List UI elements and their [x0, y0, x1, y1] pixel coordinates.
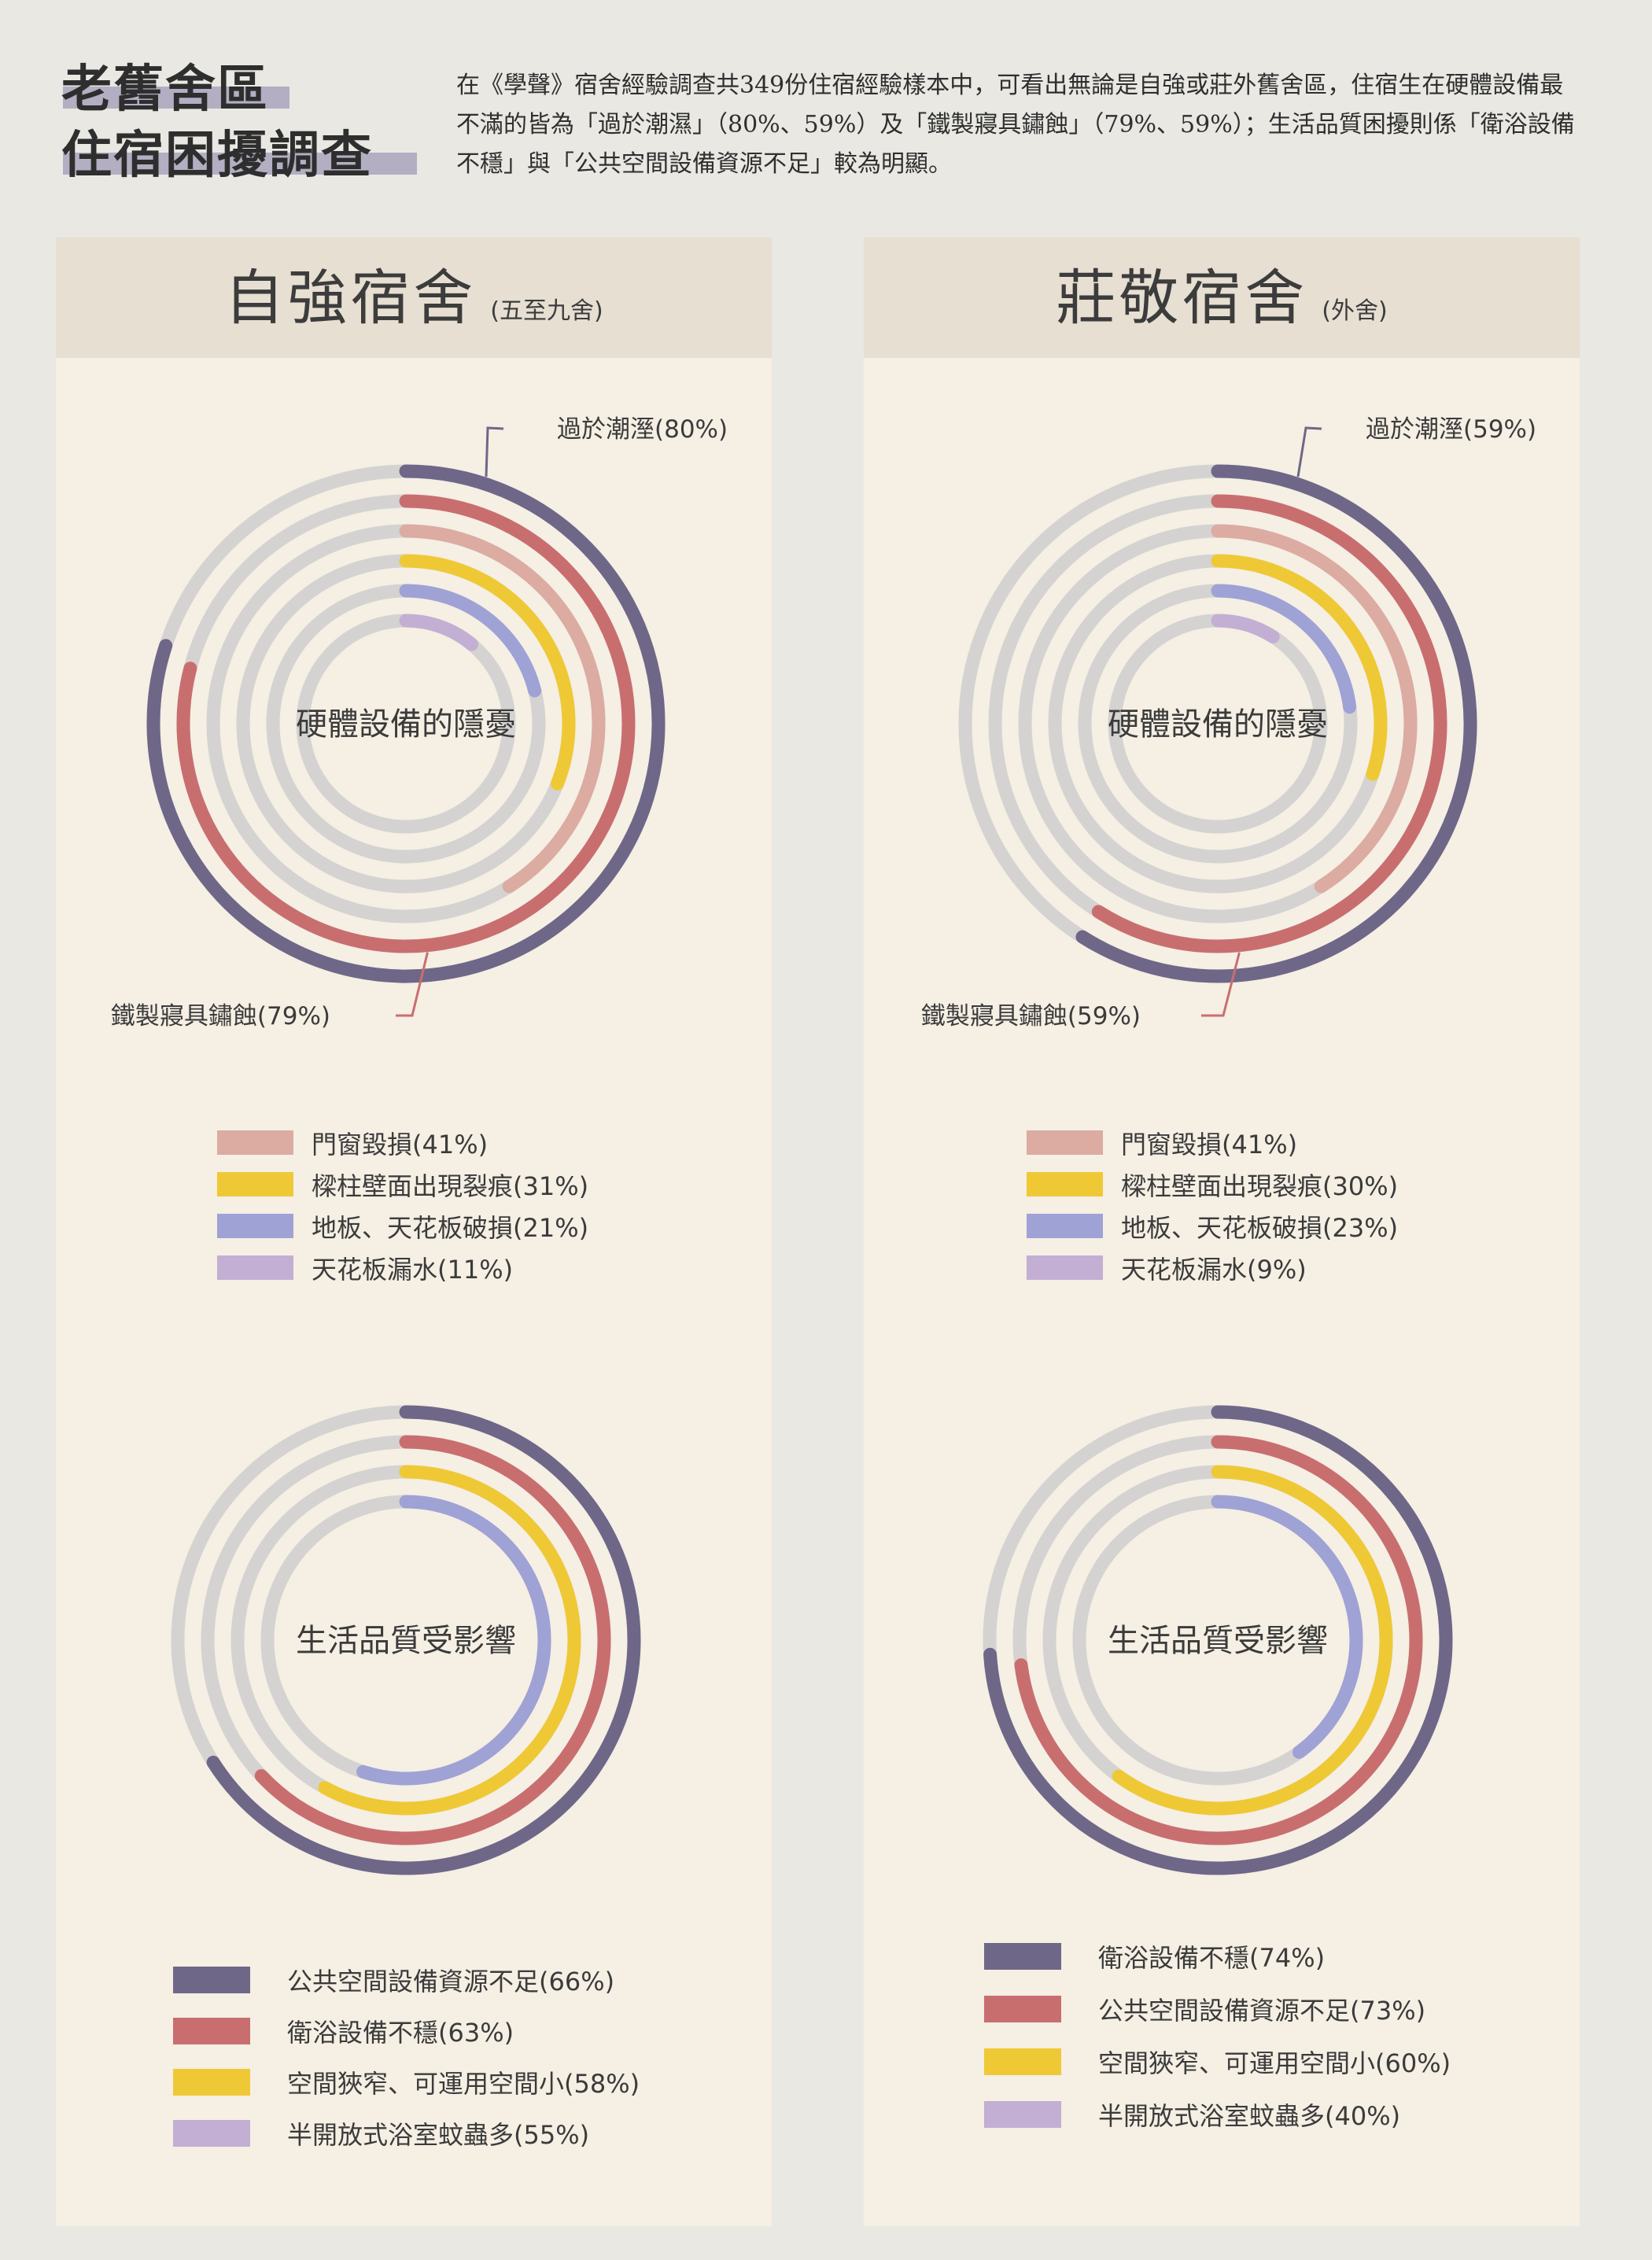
callout-label: 過於潮溼(80%) [557, 415, 728, 444]
legend-swatch [1027, 1255, 1103, 1280]
chart-center-title: 生活品質受影響 [296, 1623, 516, 1659]
legend-item: 半開放式浴室蚊蟲多(55%) [173, 2120, 589, 2150]
legend-swatch [217, 1130, 293, 1155]
chart-center-title: 硬體設備的隱憂 [296, 706, 516, 743]
legend-swatch [173, 2120, 250, 2147]
legend-item: 地板、天花板破損(23%) [1027, 1213, 1398, 1243]
intro-paragraph: 在《學聲》宿舍經驗調查共349份住宿經驗樣本中，可看出無論是自強或莊外舊舍區，住… [456, 72, 1575, 178]
legend-swatch [173, 2018, 250, 2044]
page-title: 老舊舍區 住宿困擾調查 [61, 49, 417, 185]
legend-item: 衛浴設備不穩(63%) [173, 2018, 514, 2048]
legend-swatch [173, 1967, 250, 1993]
ring-bar-2 [1091, 494, 1447, 953]
radial-chart: 生活品質受影響 [983, 1405, 1453, 1875]
legend-label: 半開放式浴室蚊蟲多(55%) [287, 2120, 590, 2150]
legend-swatch [1027, 1214, 1103, 1238]
ring-bar-4 [1211, 1495, 1363, 1759]
callout-label: 鐵製寢具鏽蝕(79%) [111, 1002, 330, 1030]
ring-bar-2 [1014, 1435, 1423, 1845]
ring-bar-4 [356, 1495, 551, 1786]
legend-item: 公共空間設備資源不足(66%) [173, 1967, 614, 1996]
panel-header: 莊敬宿舍 (外舍) [864, 238, 1580, 358]
chart-center-title: 生活品質受影響 [1108, 1623, 1328, 1659]
ring-bar-3 [399, 524, 606, 894]
legend-label: 空間狹窄、可運用空間小(60%) [1098, 2048, 1451, 2078]
panel-subtitle: (五至九舍) [490, 297, 603, 325]
legend-item: 公共空間設備資源不足(73%) [984, 1996, 1425, 2026]
ring-bar-5 [399, 584, 542, 698]
ring-bar-6 [1211, 614, 1280, 643]
ring-bar-6 [399, 614, 479, 651]
ring-bar-4 [399, 554, 576, 791]
callout-line [1201, 952, 1241, 1017]
callout-label: 過於潮溼(59%) [1366, 415, 1536, 444]
ring-bar-3 [1112, 1465, 1393, 1816]
legend-label: 公共空間設備資源不足(73%) [1098, 1996, 1426, 2026]
legend-swatch [984, 2101, 1061, 2128]
legend-label: 公共空間設備資源不足(66%) [287, 1967, 615, 1996]
ring-bar-3 [318, 1465, 581, 1816]
radial-chart: 生活品質受影響 [171, 1405, 641, 1875]
legend-item: 空間狹窄、可運用空間小(60%) [984, 2048, 1451, 2078]
legend-label: 地板、天花板破損(23%) [1121, 1212, 1399, 1243]
legend-swatch [217, 1172, 293, 1196]
ring-bar-5 [1211, 584, 1357, 714]
legend-label: 天花板漏水(11%) [312, 1254, 514, 1285]
legend-item: 天花板漏水(11%) [217, 1255, 513, 1285]
callout-line [1296, 426, 1322, 477]
ring-bar-1 [983, 1405, 1453, 1875]
panel-header: 自強宿舍 (五至九舍) [56, 238, 772, 358]
panel-zhuangjing: 莊敬宿舍 (外舍) [864, 238, 1580, 2226]
legend-item: 天花板漏水(9%) [1027, 1255, 1307, 1285]
legend-item: 衛浴設備不穩(74%) [984, 1943, 1325, 1973]
legend-label: 衛浴設備不穩(63%) [287, 2018, 514, 2048]
legend-item: 半開放式浴室蚊蟲多(40%) [984, 2101, 1400, 2131]
legend-item: 門窗毀損(41%) [217, 1130, 488, 1159]
legend-swatch [217, 1214, 293, 1238]
legend-swatch [217, 1255, 293, 1280]
legend-label: 門窗毀損(41%) [1121, 1129, 1298, 1159]
radial-chart: 硬體設備的隱憂 過於潮溼(80%) 鐵製寢具鏽蝕(79%) [111, 415, 728, 1030]
legend-item: 樑柱壁面出現裂痕(30%) [1027, 1171, 1398, 1201]
legend-label: 門窗毀損(41%) [312, 1129, 489, 1159]
legend-label: 地板、天花板破損(21%) [312, 1212, 589, 1243]
ring-bar-1 [146, 464, 666, 983]
callout-line [485, 426, 504, 477]
title-highlight [63, 153, 417, 175]
title-line-2: 住宿困擾調查 [61, 127, 373, 185]
ring-bar-2 [254, 1435, 611, 1845]
ring-bar-3 [1211, 524, 1418, 894]
panel-zihqiang: 自強宿舍 (五至九舍) [56, 238, 772, 2226]
legend-label: 天花板漏水(9%) [1121, 1254, 1307, 1285]
legend-label: 樑柱壁面出現裂痕(31%) [312, 1171, 589, 1201]
panel-subtitle: (外舍) [1322, 297, 1388, 325]
ring-bar-1 [1075, 464, 1477, 983]
legend-label: 衛浴設備不穩(74%) [1098, 1943, 1326, 1973]
legend-item: 樑柱壁面出現裂痕(31%) [217, 1171, 588, 1201]
legend-swatch [984, 1943, 1061, 1970]
callout-label: 鐵製寢具鏽蝕(59%) [921, 1002, 1141, 1030]
legend-item: 地板、天花板破損(21%) [217, 1213, 588, 1243]
legend-swatch [984, 1996, 1061, 2022]
title-highlight [63, 87, 289, 109]
ring-bar-1 [206, 1405, 641, 1875]
title-line-1: 老舊舍區 [61, 61, 269, 119]
legend-swatch [173, 2069, 250, 2096]
legend-label: 樑柱壁面出現裂痕(30%) [1121, 1171, 1399, 1201]
legend-item: 門窗毀損(41%) [1027, 1130, 1297, 1159]
legend-label: 半開放式浴室蚊蟲多(40%) [1098, 2101, 1401, 2131]
radial-chart: 硬體設備的隱憂 過於潮溼(59%) 鐵製寢具鏽蝕(59%) [921, 415, 1536, 1030]
panel-title: 自強宿舍 [224, 263, 477, 333]
legend-item: 空間狹窄、可運用空間小(58%) [173, 2069, 640, 2099]
ring-bar-2 [176, 494, 636, 953]
callout-line [396, 952, 429, 1017]
legend-label: 空間狹窄、可運用空間小(58%) [287, 2069, 640, 2099]
ring-bar-4 [1211, 554, 1388, 781]
legend-swatch [984, 2048, 1061, 2075]
panel-title: 莊敬宿舍 [1056, 263, 1308, 333]
legend-swatch [1027, 1172, 1103, 1196]
chart-center-title: 硬體設備的隱憂 [1108, 706, 1328, 743]
legend-swatch [1027, 1130, 1103, 1155]
